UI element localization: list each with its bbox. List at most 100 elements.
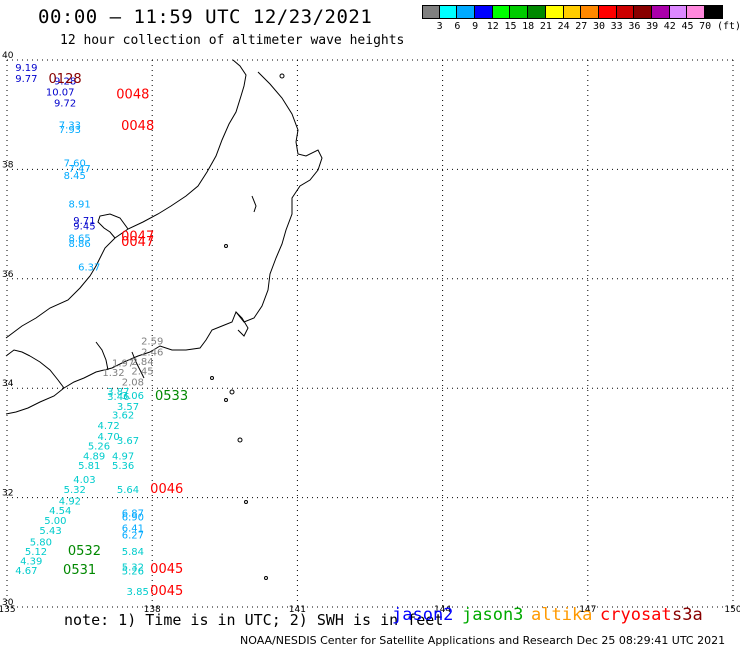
legend-swatch xyxy=(687,5,705,19)
pass-time-label: 0128 xyxy=(49,72,82,87)
legend-label: 15 xyxy=(504,21,517,32)
legend-label: 33 xyxy=(610,21,623,32)
legend-label: 39 xyxy=(646,21,659,32)
wave-height-value: 6.90 xyxy=(122,513,144,524)
legend-label: 42 xyxy=(663,21,676,32)
legend-label: 12 xyxy=(486,21,499,32)
wave-height-value: 6.87 xyxy=(122,509,144,520)
wave-height-value: 3.62 xyxy=(112,410,134,421)
legend-label: 21 xyxy=(539,21,552,32)
legend-swatch xyxy=(457,5,476,19)
coastline xyxy=(5,59,323,580)
satellite-cryosat: cryosat xyxy=(600,605,672,625)
wave-height-value: 10.07 xyxy=(46,88,75,99)
wave-height-value: 9.71 xyxy=(73,216,95,227)
wave-height-value: 4.67 xyxy=(15,566,37,577)
wave-height-value: 5.36 xyxy=(112,461,134,472)
wave-height-value: 5.00 xyxy=(44,516,66,527)
wave-height-value: 4.89 xyxy=(83,451,105,462)
legend-swatch xyxy=(581,5,599,19)
pass-time-label: 0532 xyxy=(68,544,101,559)
legend-swatch xyxy=(475,5,493,19)
legend-swatch xyxy=(439,5,458,19)
wave-height-value: 9.77 xyxy=(15,74,37,85)
map-subtitle: 12 hour collection of altimeter wave hei… xyxy=(60,33,405,48)
legend-swatch xyxy=(634,5,652,19)
pass-time-label: 0045 xyxy=(150,562,183,577)
legend-label: 70 xyxy=(699,21,712,32)
pass-time-label: 0048 xyxy=(121,119,154,134)
wave-height-value: 1.32 xyxy=(102,368,124,379)
wave-height-value: 5.12 xyxy=(25,547,47,558)
wave-height-value: 2.46 xyxy=(141,347,163,358)
wave-height-value: 8.86 xyxy=(68,239,90,250)
wave-height-value: 2.84 xyxy=(131,357,153,368)
wave-height-value: 2.45 xyxy=(131,367,153,378)
latitude-tick-label: 36 xyxy=(2,270,14,280)
legend-label: 18 xyxy=(522,21,535,32)
wave-height-value: 2.08 xyxy=(122,377,144,388)
legend-label: 36 xyxy=(628,21,641,32)
legend-swatch xyxy=(669,5,688,19)
wave-height-value: 5.80 xyxy=(30,538,52,549)
wave-height-value: 4.54 xyxy=(49,506,71,517)
legend-swatch xyxy=(705,5,723,19)
wave-height-value: 6.37 xyxy=(78,263,100,274)
wave-height-value: 5.43 xyxy=(39,526,61,537)
legend-swatch xyxy=(616,5,635,19)
units-note: note: 1) Time is in UTC; 2) SWH is in fe… xyxy=(64,611,444,629)
wave-height-value: 3.87 xyxy=(107,387,129,398)
wave-height-value: 5.26 xyxy=(88,441,110,452)
legend-swatch xyxy=(528,5,546,19)
wave-height-value: 5.81 xyxy=(78,461,100,472)
longitude-tick-label: 141 xyxy=(289,605,306,615)
legend-swatch xyxy=(563,5,582,19)
latitude-tick-label: 32 xyxy=(2,489,13,499)
pass-time-label: 0533 xyxy=(155,389,188,404)
legend-unit: (ft) xyxy=(716,21,740,32)
longitude-tick-label: 138 xyxy=(144,605,161,615)
legend-label: 6 xyxy=(454,21,461,32)
wave-height-value: 8.91 xyxy=(68,200,90,211)
wave-height-value: 2.59 xyxy=(141,336,163,347)
wave-height-value: 5.84 xyxy=(122,547,144,558)
pass-time-label: 0531 xyxy=(63,563,96,578)
wave-height-value: 1.97 xyxy=(112,358,134,369)
wave-height-value: 3.57 xyxy=(117,402,139,413)
pass-time-label: 0045 xyxy=(150,584,183,599)
legend-swatch xyxy=(651,5,670,19)
latitude-tick-label: 34 xyxy=(2,379,14,389)
lat-lon-grid xyxy=(6,59,734,608)
wave-height-value: 4.72 xyxy=(98,421,120,432)
pass-time-label: 0047 xyxy=(121,230,154,245)
legend-label: 3 xyxy=(436,21,443,32)
wave-height-value: 5.26 xyxy=(122,567,144,578)
pass-time-label: 0048 xyxy=(116,87,149,102)
satellite-s3a: s3a xyxy=(672,605,703,625)
wave-height-value: 3.46 xyxy=(107,392,129,403)
wave-height-value: 9.28 xyxy=(54,77,76,88)
legend-swatch xyxy=(510,5,529,19)
wave-height-value: 8.45 xyxy=(64,171,86,182)
longitude-tick-label: 144 xyxy=(434,605,451,615)
legend-swatch xyxy=(598,5,617,19)
wave-height-value: 3.06 xyxy=(122,391,144,402)
wave-height-color-legend xyxy=(422,5,723,19)
axis-labels: 135 138 141 144 147 150 30 32 34 36 38 40 xyxy=(0,51,740,615)
longitude-tick-label: 147 xyxy=(579,605,596,615)
legend-swatch xyxy=(492,5,511,19)
wave-height-value: 3.67 xyxy=(117,436,139,447)
satellite-jason3: jason3 xyxy=(462,605,524,625)
pass-time-label: 0047 xyxy=(121,235,154,250)
latitude-tick-label: 38 xyxy=(2,160,14,170)
longitude-tick-label: 150 xyxy=(724,605,740,615)
legend-labels: 3 6 9 12 15 18 21 24 27 30 33 36 39 42 45 70 (ft) xyxy=(422,21,740,33)
legend-swatch xyxy=(545,5,564,19)
wave-height-value: 5.32 xyxy=(64,485,86,496)
wave-height-value: 6.27 xyxy=(122,531,144,542)
map-title: 00:00 – 11:59 UTC 12/23/2021 xyxy=(38,6,373,28)
wave-height-value: 6.41 xyxy=(122,524,144,535)
wave-height-value: 4.97 xyxy=(112,451,134,462)
legend-label: 30 xyxy=(592,21,606,32)
